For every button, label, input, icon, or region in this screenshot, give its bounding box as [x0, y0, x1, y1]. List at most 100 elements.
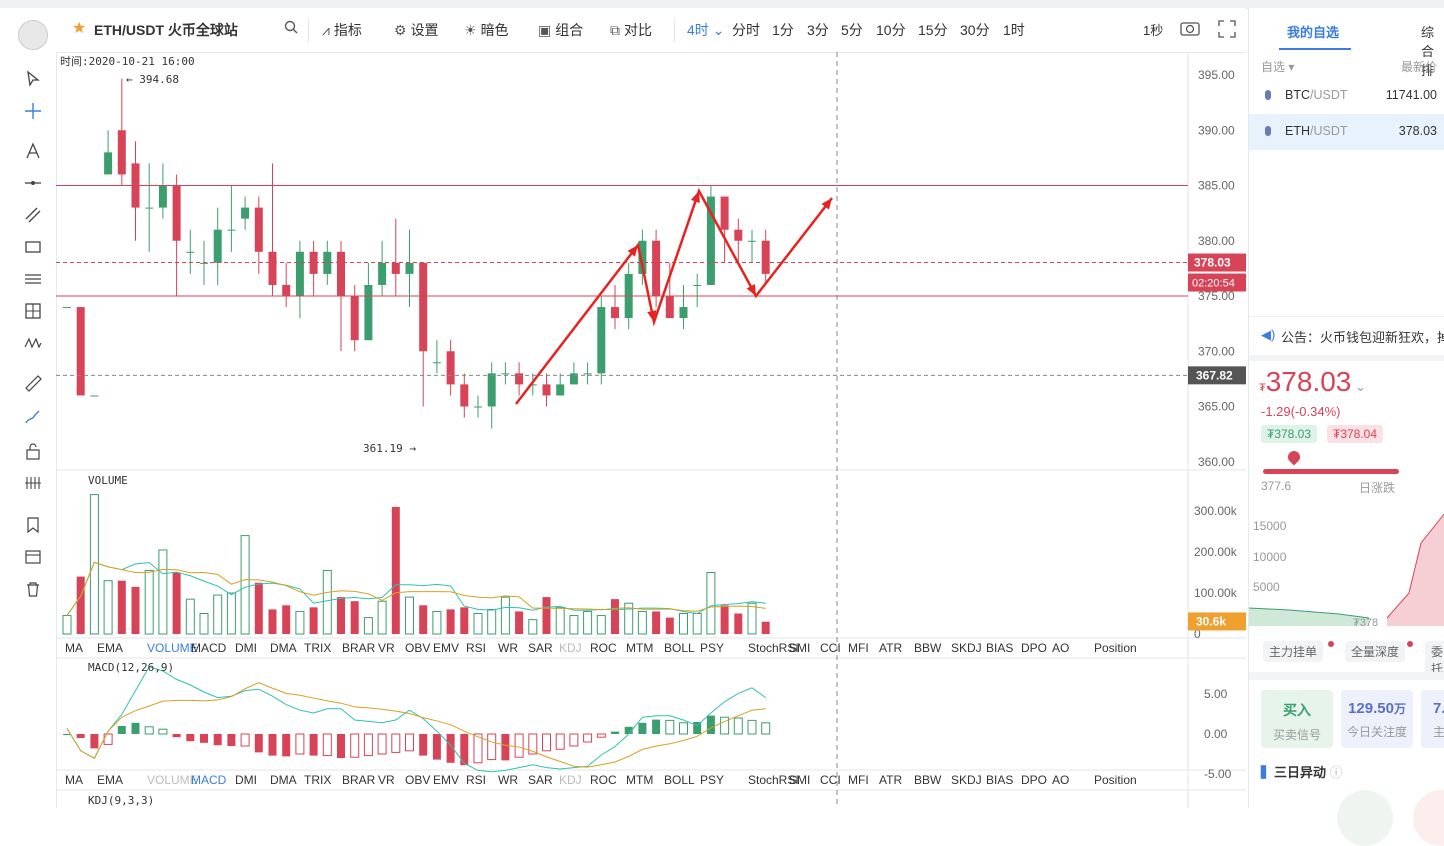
watchlist-header-name[interactable]: 自选 ▾ [1261, 60, 1295, 74]
indicator-tab-ma[interactable]: MA [65, 641, 83, 655]
indicator-tab-skdj[interactable]: SKDJ [951, 641, 982, 655]
search-icon[interactable] [284, 20, 298, 37]
indicator-tab-brar[interactable]: BRAR [342, 773, 376, 787]
depth-tab-main-orders[interactable]: 主力挂单 [1263, 641, 1324, 662]
indicator-tab-brar[interactable]: BRAR [342, 641, 376, 655]
indicator-tab-stochrsi[interactable]: StochRSI [748, 773, 799, 787]
indicator-tab-mtm[interactable]: MTM [626, 773, 653, 787]
indicator-tab-position[interactable]: Position [1094, 641, 1137, 655]
indicator-tab-sar[interactable]: SAR [528, 641, 553, 655]
interval-3m[interactable]: 3分 [807, 22, 829, 38]
indicator-tab-atr[interactable]: ATR [879, 641, 902, 655]
indicator-tab-macd[interactable]: MACD [191, 773, 227, 787]
indicator-tab-cci[interactable]: CCI [820, 773, 841, 787]
template-icon[interactable] [22, 546, 44, 568]
tab-overview[interactable]: 综合排 [1421, 25, 1435, 78]
indicator-tab-mfi[interactable]: MFI [848, 773, 869, 787]
fibonacci-icon[interactable] [22, 268, 44, 290]
favorite-star-icon[interactable]: ★ [72, 20, 87, 37]
indicator-tab-atr[interactable]: ATR [879, 773, 902, 787]
indicator-tab-mfi[interactable]: MFI [848, 641, 869, 655]
ruler-icon[interactable] [22, 372, 44, 394]
indicator-tab-macd[interactable]: MACD [191, 641, 227, 655]
interval-10m[interactable]: 10分 [876, 22, 906, 38]
channel-tool-icon[interactable] [22, 204, 44, 226]
theme-button[interactable]: ☀ 暗色 [464, 22, 509, 38]
watchlist-row-btc[interactable]: BTC/USDT 11741.00 [1249, 78, 1444, 114]
crosshair-icon[interactable] [22, 100, 44, 122]
depth-tab-full-depth[interactable]: 全量深度 [1345, 641, 1406, 662]
indicator-tab-dma[interactable]: DMA [270, 773, 297, 787]
indicator-tab-volume[interactable]: VOLUME [147, 773, 198, 787]
indicator-tab-smi[interactable]: SMI [789, 641, 810, 655]
wave-pattern-icon[interactable] [22, 332, 44, 354]
indicator-tab-stochrsi[interactable]: StochRSI [748, 641, 799, 655]
indicators-button[interactable]: ⩘ 指标 [322, 22, 362, 38]
indicator-tab-ao[interactable]: AO [1052, 641, 1069, 655]
indicator-tab-volume[interactable]: VOLUME [147, 641, 198, 655]
lock-icon[interactable] [22, 440, 44, 462]
interval-1m[interactable]: 1分 [772, 22, 794, 38]
indicator-tab-rsi[interactable]: RSI [466, 641, 486, 655]
indicator-tab-obv[interactable]: OBV [405, 773, 430, 787]
indicator-tab-rsi[interactable]: RSI [466, 773, 486, 787]
refresh-rate[interactable]: 1秒 [1143, 23, 1164, 38]
attention-card[interactable]: 129.50万 今日关注度 [1341, 690, 1413, 748]
interval-1h[interactable]: 1时 [1003, 22, 1025, 38]
indicator-tab-roc[interactable]: ROC [590, 773, 617, 787]
indicator-tab-boll[interactable]: BOLL [664, 641, 695, 655]
interval-timeline[interactable]: 分时 [732, 22, 760, 38]
depth-chart[interactable]: 15000 10000 5000 ₮378 [1249, 498, 1444, 628]
interval-15m[interactable]: 15分 [918, 22, 948, 38]
brush-icon[interactable] [22, 406, 44, 428]
indicator-tab-mtm[interactable]: MTM [626, 641, 653, 655]
indicator-tab-ema[interactable]: EMA [97, 641, 123, 655]
indicator-tab-smi[interactable]: SMI [789, 773, 810, 787]
indicator-tab-dma[interactable]: DMA [270, 641, 297, 655]
indicator-tab-sar[interactable]: SAR [528, 773, 553, 787]
indicator-tab-emv[interactable]: EMV [433, 773, 459, 787]
indicator-tab-psy[interactable]: PSY [700, 641, 724, 655]
indicator-tab-cci[interactable]: CCI [820, 641, 841, 655]
indicator-tab-bias[interactable]: BIAS [986, 641, 1013, 655]
combine-button[interactable]: ▣ 组合 [538, 22, 584, 38]
main-flow-card[interactable]: 7. 主力 [1421, 690, 1444, 748]
indicator-tab-ema[interactable]: EMA [97, 773, 123, 787]
trash-icon[interactable] [22, 578, 44, 600]
interval-5m[interactable]: 5分 [841, 22, 863, 38]
rectangle-tool-icon[interactable] [22, 236, 44, 258]
text-tool-icon[interactable] [22, 140, 44, 162]
indicator-tab-boll[interactable]: BOLL [664, 773, 695, 787]
trend-line-icon[interactable] [22, 172, 44, 194]
indicator-tab-roc[interactable]: ROC [590, 641, 617, 655]
gann-box-icon[interactable] [22, 300, 44, 322]
interval-4h[interactable]: 4时 ⌄ [687, 22, 725, 38]
indicator-tab-trix[interactable]: TRIX [304, 641, 331, 655]
indicator-tab-position[interactable]: Position [1094, 773, 1137, 787]
indicator-tab-ao[interactable]: AO [1052, 773, 1069, 787]
compare-button[interactable]: ⧉ 对比 [610, 22, 652, 38]
indicator-tab-dpo[interactable]: DPO [1021, 773, 1047, 787]
interval-30m[interactable]: 30分 [960, 22, 990, 38]
indicator-tab-obv[interactable]: OBV [405, 641, 430, 655]
tab-my-watchlist[interactable]: 我的自选 [1287, 25, 1340, 40]
indicator-tab-psy[interactable]: PSY [700, 773, 724, 787]
fullscreen-icon[interactable] [1218, 20, 1236, 41]
bookmark-icon[interactable] [22, 514, 44, 536]
indicator-tab-skdj[interactable]: SKDJ [951, 773, 982, 787]
notice-bar[interactable]: ◀) 公告：火币钱包迎新狂欢，掉 [1249, 316, 1444, 361]
pair-title[interactable]: ETH/USDT 火币全球站 [94, 22, 238, 38]
indicator-tab-bbw[interactable]: BBW [914, 641, 942, 655]
indicator-tab-dmi[interactable]: DMI [235, 641, 257, 655]
cursor-arrow-icon[interactable] [22, 68, 44, 90]
indicator-tab-kdj[interactable]: KDJ [559, 641, 582, 655]
watchlist-row-eth[interactable]: ETH/USDT 378.03 [1249, 114, 1444, 150]
depth-tab-orders[interactable]: 委托 [1425, 641, 1444, 679]
indicator-tab-kdj[interactable]: KDJ [559, 773, 582, 787]
buy-signal-card[interactable]: 买入 买卖信号 [1261, 690, 1333, 748]
indicator-tab-dmi[interactable]: DMI [235, 773, 257, 787]
indicator-tab-wr[interactable]: WR [498, 773, 518, 787]
indicator-tab-vr[interactable]: VR [378, 773, 395, 787]
indicator-tab-bbw[interactable]: BBW [914, 773, 942, 787]
indicator-tab-bias[interactable]: BIAS [986, 773, 1013, 787]
